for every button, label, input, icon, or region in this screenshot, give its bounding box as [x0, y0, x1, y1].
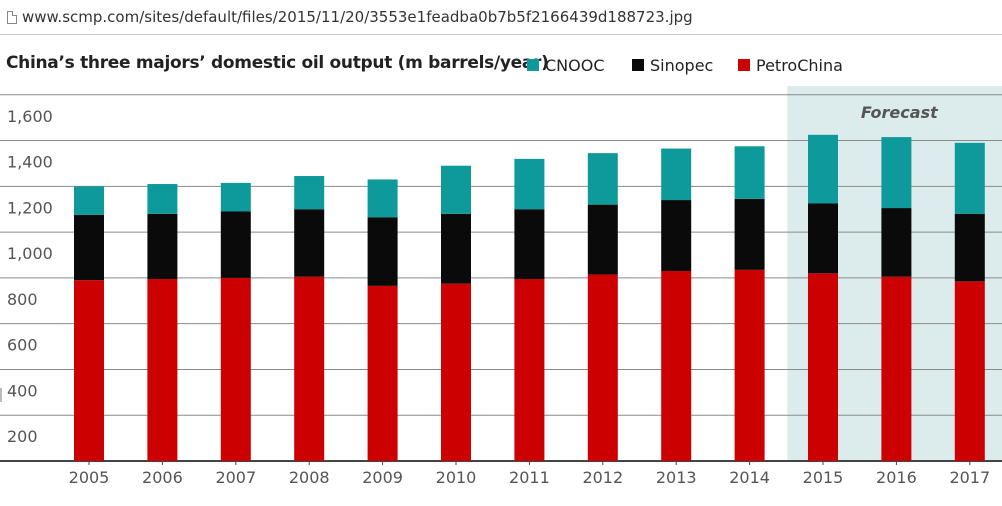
x-tick-label: 2008	[289, 468, 330, 487]
bar-sinopec-2006	[147, 213, 178, 280]
bar-cnooc-2016	[881, 137, 912, 209]
bar-sinopec-2010	[441, 213, 471, 284]
chart-title: China’s three majors’ domestic oil outpu…	[6, 53, 549, 73]
legend-swatch-sinopec	[632, 59, 644, 71]
stacked-bar-chart: Forecast 200 400 600 800 1,000 1,200 1,400 1,600…	[0, 86, 1002, 487]
address-bar[interactable]: www.scmp.com/sites/default/files/2015/11…	[0, 0, 1002, 35]
bar-cnooc-2006	[147, 184, 178, 214]
bar-cnooc-2015	[808, 134, 838, 204]
bar-petrochina-2013	[661, 271, 692, 461]
bar-cnooc-2014	[734, 146, 765, 199]
bar-sinopec-2011	[514, 209, 545, 280]
bar-cnooc-2009	[367, 179, 398, 218]
bar-cnooc-2013	[661, 148, 692, 201]
x-tick-label: 2017	[949, 468, 990, 487]
bar-sinopec-2016	[881, 208, 912, 277]
y-tick-label: 1,400	[7, 153, 53, 172]
bar-petrochina-2015	[808, 273, 838, 461]
bar-cnooc-2017	[954, 142, 985, 214]
x-tick-label: 2006	[142, 468, 183, 487]
bar-petrochina-2007	[220, 277, 251, 461]
bar-petrochina-2011	[514, 279, 545, 461]
x-tick-label: 2014	[729, 468, 770, 487]
edge-marker	[0, 388, 2, 402]
bar-petrochina-2009	[367, 285, 398, 461]
bar-sinopec-2012	[587, 204, 618, 275]
bar-petrochina-2008	[294, 276, 325, 461]
bar-cnooc-2012	[587, 153, 618, 205]
x-tick-label: 2005	[69, 468, 110, 487]
legend-swatch-petrochina	[738, 59, 750, 71]
bar-cnooc-2005	[74, 186, 104, 215]
legend-swatch-cnooc	[527, 59, 539, 71]
bar-sinopec-2017	[954, 213, 985, 282]
page-icon	[7, 11, 17, 24]
x-tick-label: 2010	[436, 468, 477, 487]
bar-sinopec-2008	[294, 209, 325, 277]
bar-petrochina-2010	[441, 283, 471, 461]
url-text[interactable]: www.scmp.com/sites/default/files/2015/11…	[22, 8, 693, 26]
y-tick-label: 400	[7, 381, 38, 400]
x-tick-label: 2012	[582, 468, 623, 487]
y-tick-label: 800	[7, 290, 38, 309]
x-tick-label: 2013	[656, 468, 697, 487]
legend-label-cnooc: CNOOC	[545, 56, 605, 75]
x-tick-label: 2007	[215, 468, 256, 487]
y-tick-label: 600	[7, 336, 38, 355]
bar-cnooc-2007	[220, 182, 251, 212]
bar-cnooc-2011	[514, 158, 545, 210]
legend-label-petrochina: PetroChina	[756, 56, 843, 75]
x-tick-label: 2016	[876, 468, 917, 487]
y-tick-label: 1,000	[7, 244, 53, 263]
bar-cnooc-2008	[294, 176, 325, 210]
bar-petrochina-2012	[587, 274, 618, 461]
legend-label-sinopec: Sinopec	[650, 56, 714, 75]
y-tick-label: 1,600	[7, 107, 53, 126]
bar-sinopec-2007	[220, 211, 251, 278]
bar-sinopec-2013	[661, 200, 692, 272]
bar-sinopec-2009	[367, 217, 398, 286]
x-tick-label: 2011	[509, 468, 550, 487]
bar-sinopec-2015	[808, 203, 838, 274]
bar-petrochina-2016	[881, 276, 912, 461]
bar-cnooc-2010	[441, 165, 471, 214]
bar-sinopec-2014	[734, 198, 765, 270]
forecast-label: Forecast	[861, 103, 939, 122]
y-tick-label: 200	[7, 427, 38, 446]
bar-petrochina-2017	[954, 281, 985, 461]
bar-petrochina-2014	[734, 269, 765, 461]
bar-petrochina-2006	[147, 279, 178, 461]
bar-petrochina-2005	[74, 280, 104, 461]
x-tick-label: 2009	[362, 468, 403, 487]
x-tick-label: 2015	[803, 468, 844, 487]
y-tick-label: 1,200	[7, 198, 53, 217]
bar-sinopec-2005	[74, 214, 104, 281]
